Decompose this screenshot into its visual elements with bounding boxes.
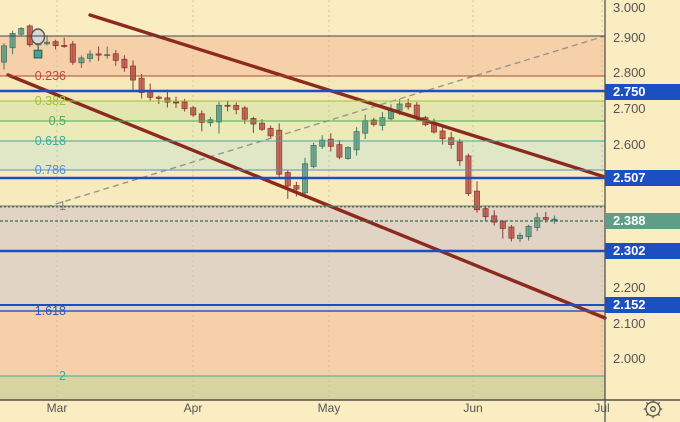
svg-text:0.786: 0.786	[35, 163, 66, 177]
svg-text:May: May	[318, 401, 341, 415]
svg-text:2.388: 2.388	[613, 213, 646, 228]
svg-text:0.618: 0.618	[35, 134, 66, 148]
svg-text:Jul: Jul	[594, 401, 609, 415]
svg-text:3.000: 3.000	[613, 0, 646, 15]
svg-text:2.152: 2.152	[613, 297, 646, 312]
svg-text:Apr: Apr	[184, 401, 203, 415]
svg-text:2.900: 2.900	[613, 30, 646, 45]
svg-text:1: 1	[59, 199, 66, 213]
svg-text:2.800: 2.800	[613, 65, 646, 80]
svg-text:1.618: 1.618	[35, 304, 66, 318]
svg-text:0.5: 0.5	[49, 114, 66, 128]
svg-text:Mar: Mar	[47, 401, 68, 415]
svg-text:0.236: 0.236	[35, 69, 66, 83]
svg-text:Jun: Jun	[463, 401, 482, 415]
svg-text:2.600: 2.600	[613, 137, 646, 152]
svg-text:2.200: 2.200	[613, 280, 646, 295]
svg-text:0.382: 0.382	[35, 94, 66, 108]
svg-text:2.750: 2.750	[613, 84, 646, 99]
svg-text:2.100: 2.100	[613, 316, 646, 331]
svg-text:2: 2	[59, 369, 66, 383]
svg-text:2.700: 2.700	[613, 101, 646, 116]
svg-text:2.302: 2.302	[613, 243, 646, 258]
svg-text:2.507: 2.507	[613, 170, 646, 185]
svg-text:2.000: 2.000	[613, 351, 646, 366]
